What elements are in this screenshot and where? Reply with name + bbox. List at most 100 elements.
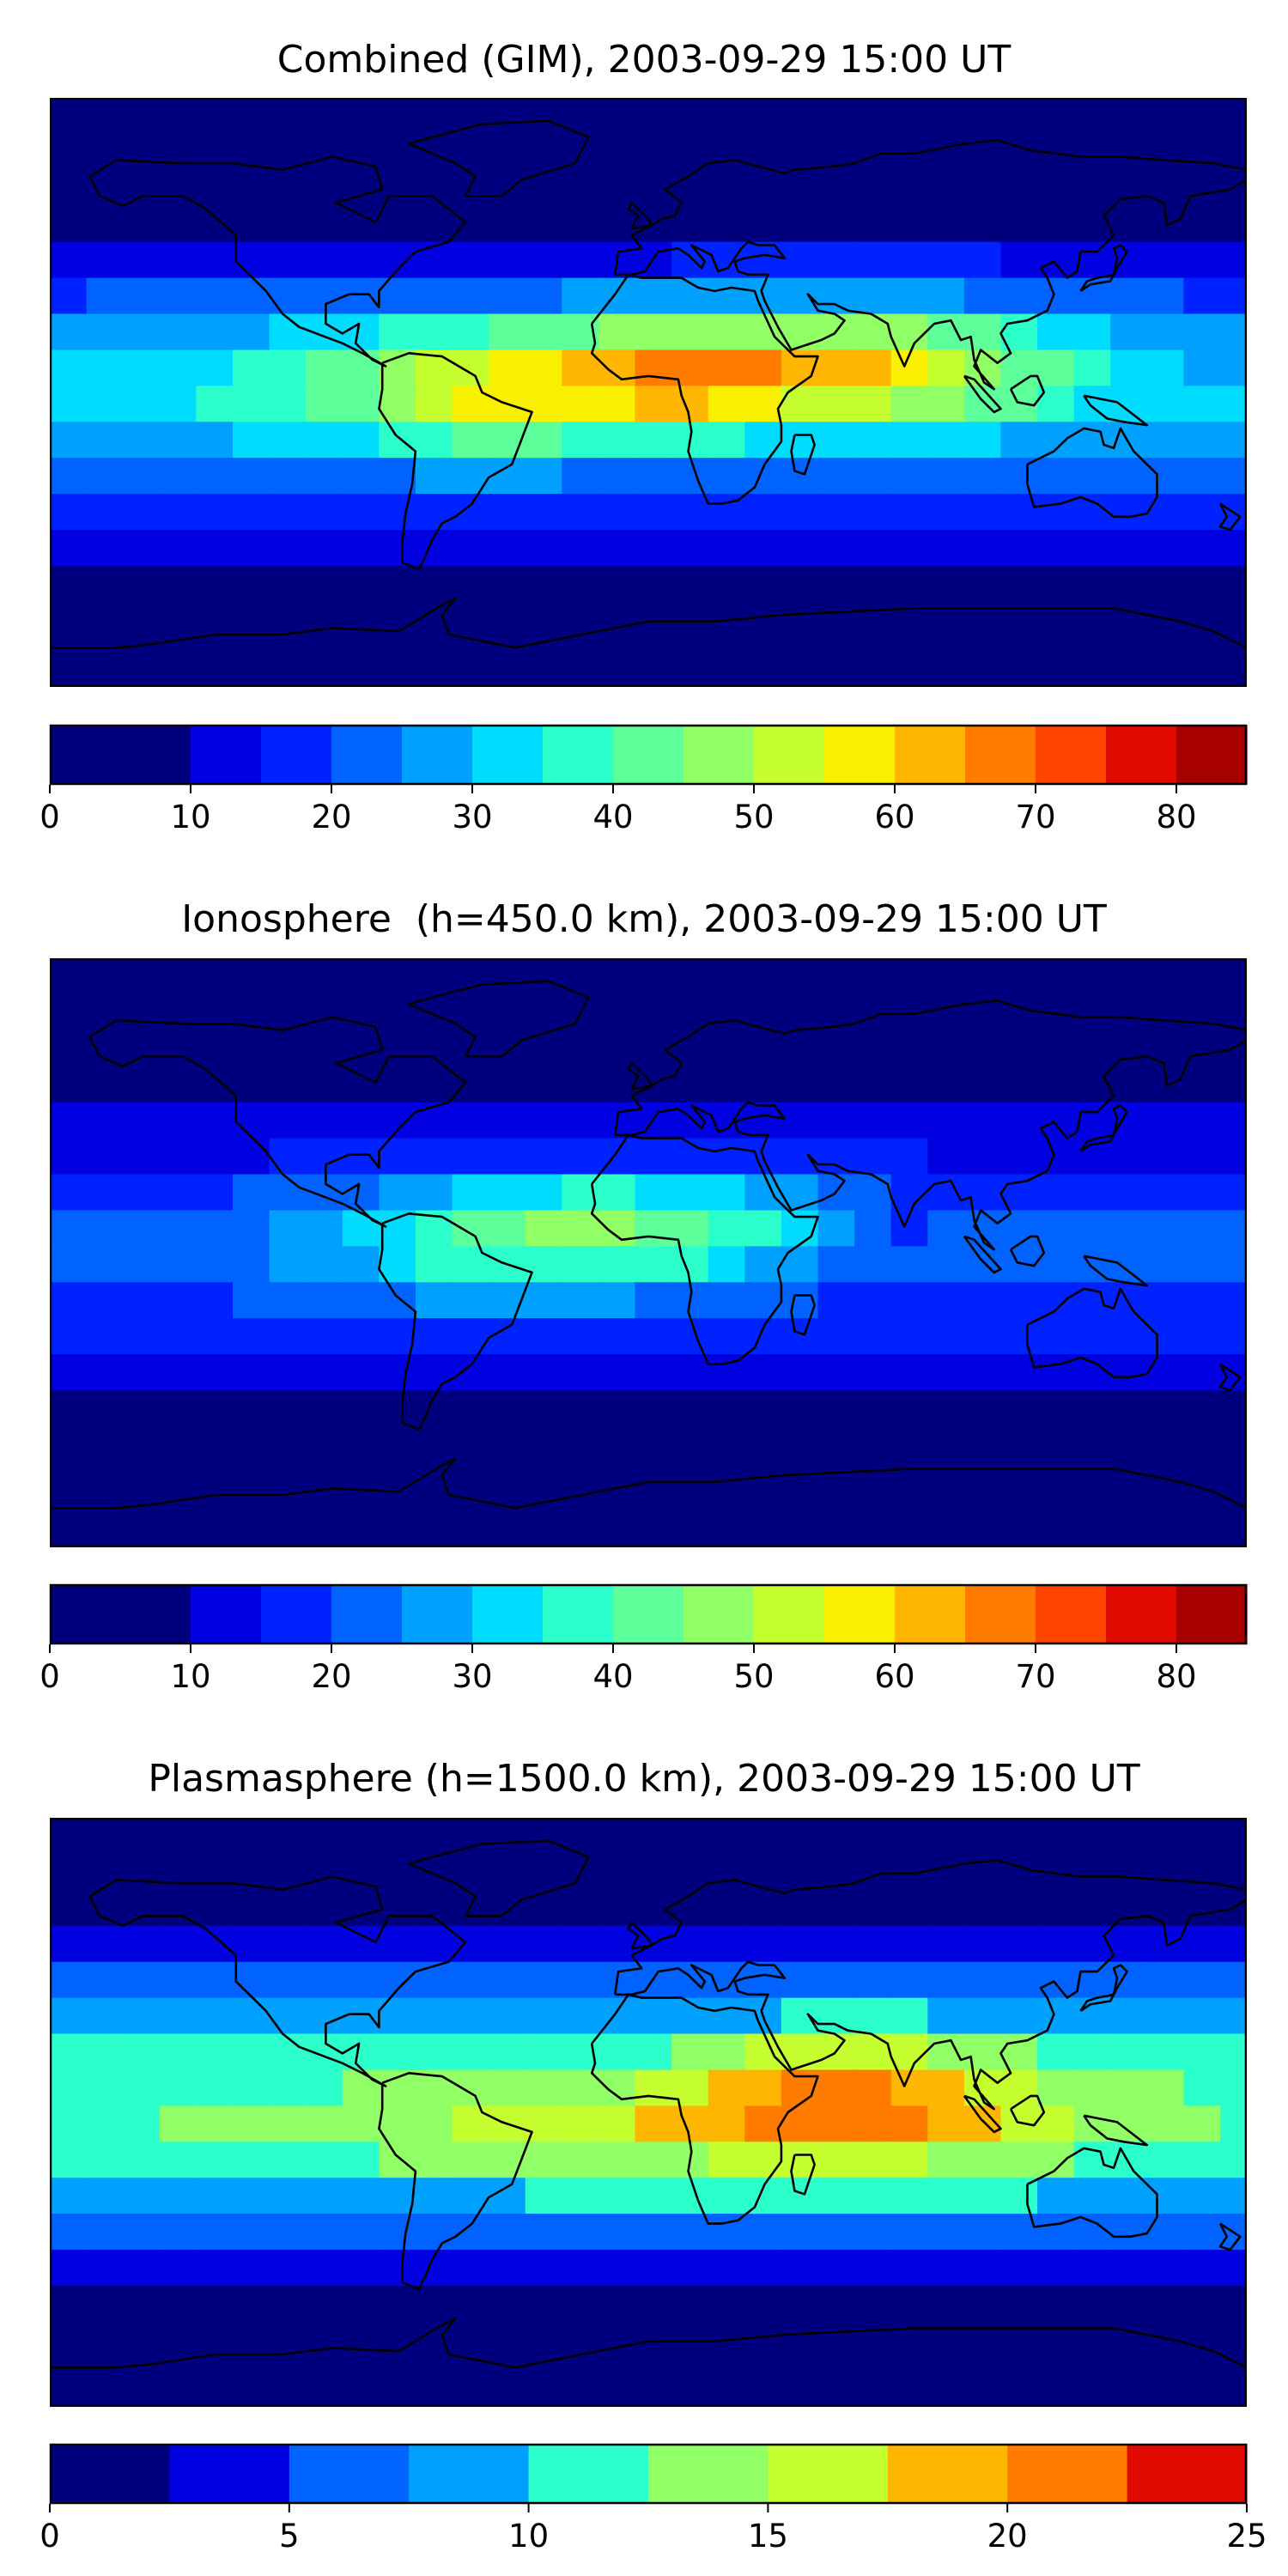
tec-cell: [781, 1318, 819, 1355]
tec-cell: [342, 2393, 380, 2407]
tec-cell: [562, 1390, 599, 1427]
tec-cell: [854, 349, 892, 387]
tec-cell: [635, 386, 672, 423]
tec-cell: [562, 1498, 599, 1535]
tec-cell: [306, 133, 343, 171]
tec-cell: [452, 1818, 489, 1855]
tec-cell: [306, 2105, 343, 2143]
colorbar-tick-label: 15: [748, 2518, 788, 2555]
tec-cell: [1220, 1282, 1247, 1319]
tec-cell: [671, 386, 709, 423]
tec-cell: [379, 958, 416, 995]
tec-cell: [598, 133, 636, 171]
tec-cell: [1000, 205, 1038, 243]
tec-cell: [817, 2357, 855, 2395]
tec-cell: [123, 2069, 161, 2107]
tec-cell: [598, 1066, 636, 1103]
tec-cell: [525, 1318, 563, 1355]
tec-cell: [123, 1534, 161, 1547]
tec-cell: [671, 2178, 709, 2215]
tec-cell: [1073, 2214, 1111, 2251]
tec-cell: [1073, 2069, 1111, 2107]
tec-cell: [525, 1282, 563, 1319]
tec-cell: [342, 1426, 380, 1463]
tec-cell: [817, 98, 855, 135]
tec-cell: [1000, 1426, 1038, 1463]
tec-cell: [306, 1534, 343, 1547]
tec-cell: [1220, 349, 1247, 387]
tec-cell: [598, 1925, 636, 1963]
coastline-eurasia: [614, 139, 1247, 391]
tec-cell: [525, 2069, 563, 2107]
tec-cell: [306, 530, 343, 567]
tec-cell: [525, 566, 563, 603]
tec-cell: [159, 1853, 197, 1891]
tec-cell: [635, 637, 672, 675]
tec-cell: [744, 349, 782, 387]
tec-cell: [452, 2105, 489, 2143]
tec-cell: [1073, 2142, 1111, 2178]
tec-cell: [890, 494, 929, 531]
tec-cell: [379, 1818, 416, 1855]
coastline-japan: [1079, 1964, 1128, 2012]
tec-cell: [489, 1997, 526, 2035]
colorbar-segment: [613, 1584, 684, 1644]
tec-cell: [927, 494, 965, 531]
coastline-eurasia: [614, 1859, 1247, 2111]
tec-cell: [671, 2214, 709, 2251]
tec-cell: [342, 2142, 380, 2178]
colorbar-segment: [1176, 1584, 1248, 1644]
tec-cell: [671, 1210, 709, 1248]
tec-cell: [708, 386, 746, 423]
tec-cell: [927, 1853, 965, 1891]
tec-cell: [781, 133, 819, 171]
tec-cell: [1037, 530, 1075, 567]
tec-cell: [1000, 133, 1038, 171]
tec-cell: [306, 1461, 343, 1499]
tec-cell: [123, 993, 161, 1031]
tec-cell: [525, 349, 563, 387]
tec-cell: [1000, 1997, 1038, 2035]
coastline-eurasia: [614, 999, 1247, 1251]
tec-cell: [1220, 1997, 1247, 2035]
tec-cell: [927, 2142, 965, 2178]
tec-cell: [1183, 2286, 1221, 2323]
colorbar-segment: [120, 1584, 191, 1644]
tec-cell: [963, 241, 1002, 279]
tec-cell: [379, 1282, 416, 1319]
tec-cell: [1110, 169, 1148, 207]
tec-cell: [159, 601, 197, 639]
tec-cell: [86, 1853, 124, 1891]
tec-cell: [50, 2214, 88, 2251]
tec-cell: [744, 566, 782, 603]
tec-cell: [1037, 1138, 1075, 1176]
tec-cell: [781, 2214, 819, 2251]
tec-cell: [525, 1102, 563, 1139]
tec-cell: [269, 1066, 307, 1103]
tec-cell: [489, 1961, 526, 1999]
tec-cell: [927, 458, 965, 495]
tec-cell: [86, 386, 124, 423]
tec-cell: [342, 458, 380, 495]
tec-cell: [50, 1282, 88, 1319]
tec-cell: [1110, 2178, 1148, 2215]
tec-cell: [817, 422, 855, 459]
tec-cell: [635, 98, 672, 135]
tec-cell: [415, 2033, 453, 2071]
tec-cell: [963, 2142, 1002, 2178]
tec-cell: [1073, 458, 1111, 495]
tec-cell: [50, 1030, 88, 1067]
tec-cell: [86, 205, 124, 243]
tec-cell: [1110, 133, 1148, 171]
tec-cell: [50, 98, 88, 135]
tec-cell: [963, 1282, 1002, 1319]
tec-cell: [1220, 1174, 1247, 1212]
tec-cell: [854, 673, 892, 687]
tec-cell: [342, 1925, 380, 1963]
tec-cell: [744, 2321, 782, 2359]
tec-cell: [342, 169, 380, 207]
tec-cell: [963, 277, 1002, 315]
tec-cell: [744, 637, 782, 675]
tec-cell: [196, 2286, 234, 2323]
tec-cell: [854, 1925, 892, 1963]
